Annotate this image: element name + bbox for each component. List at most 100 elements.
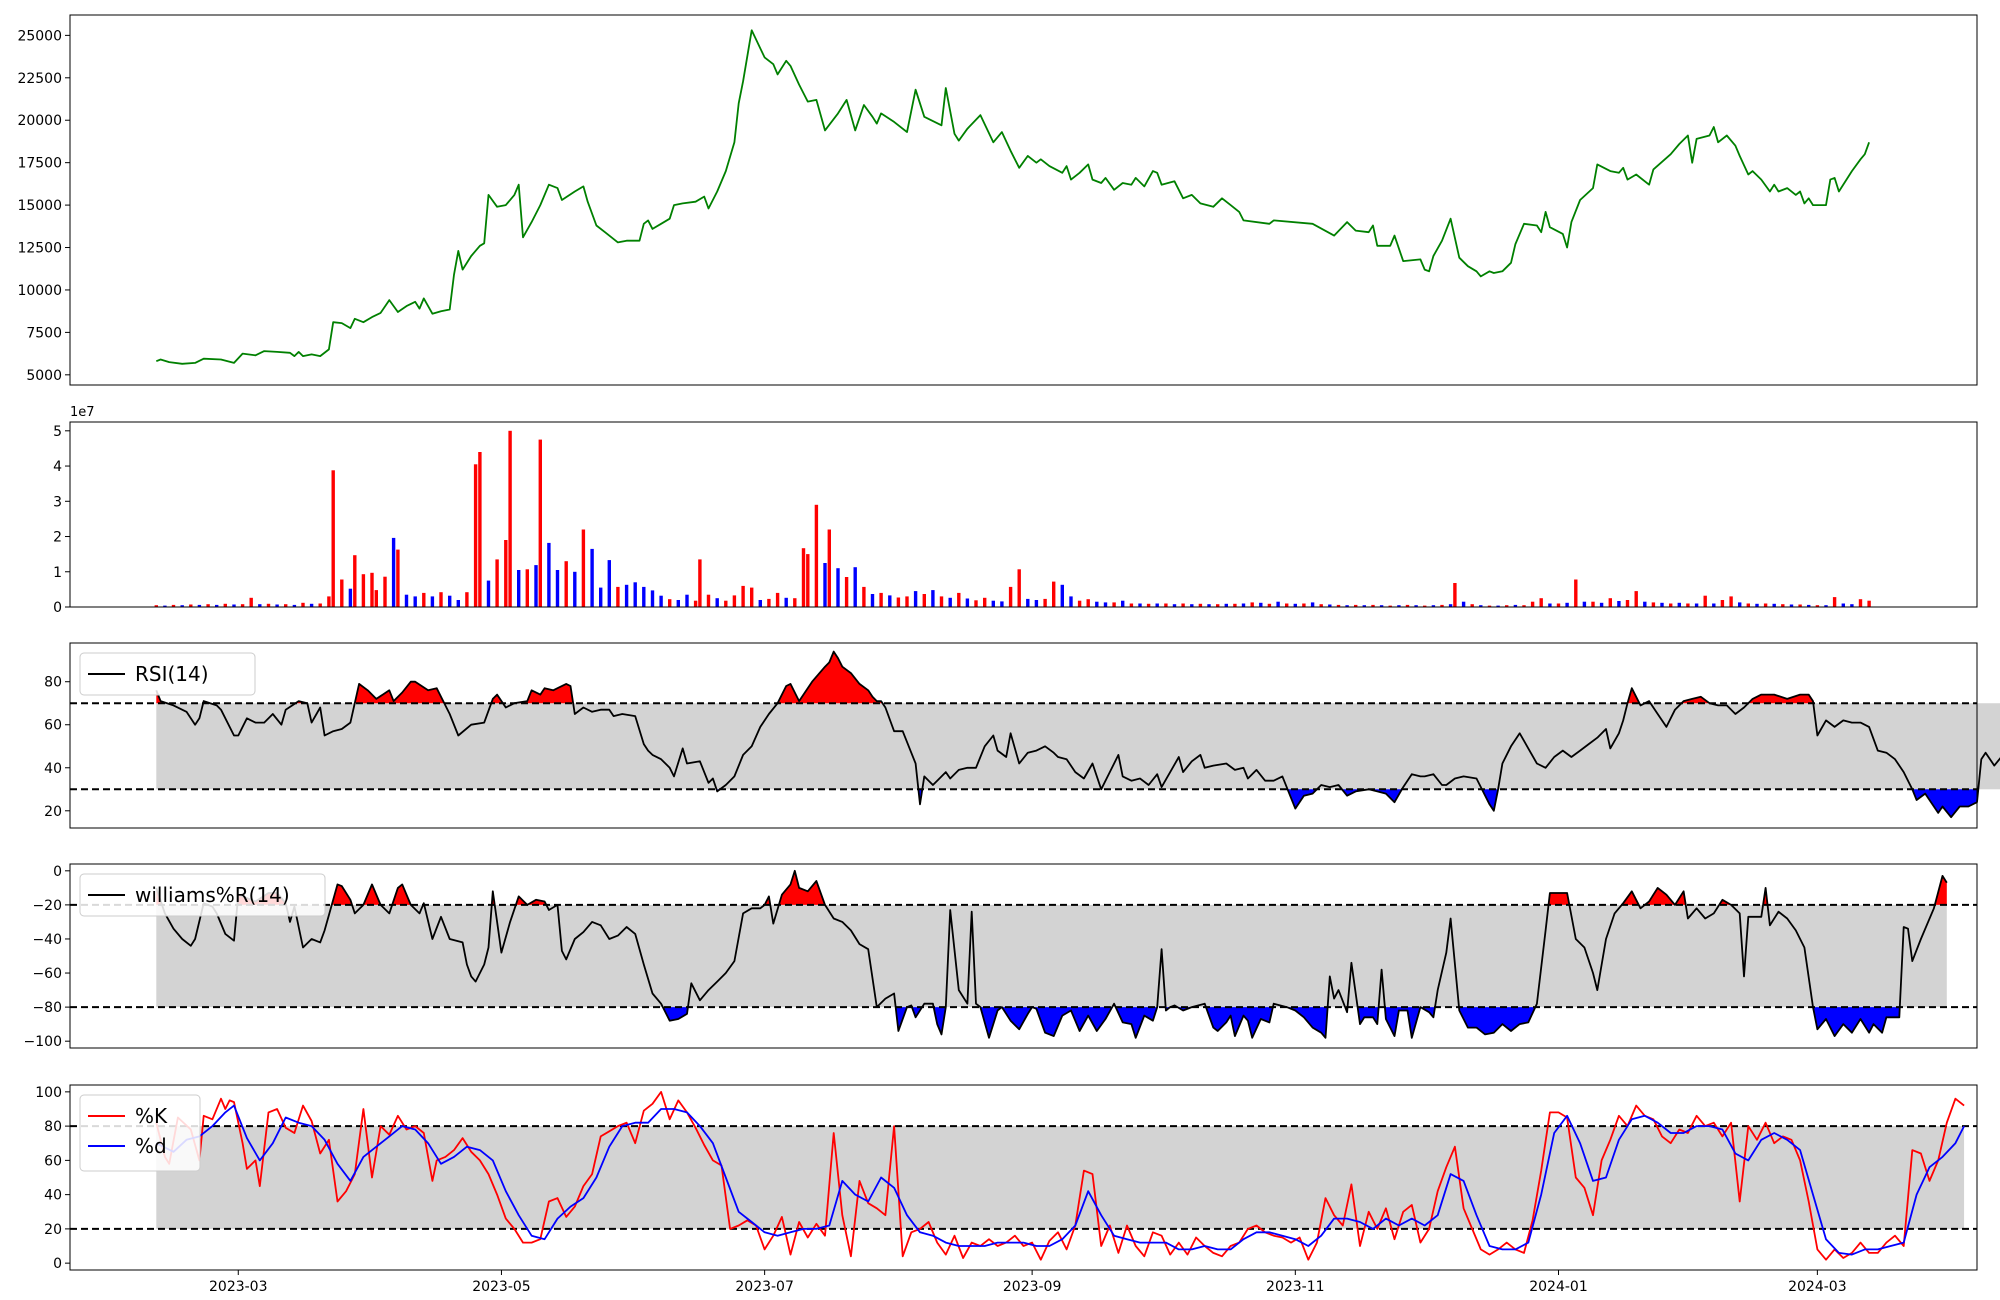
threshold-band (156, 1126, 1965, 1229)
volume-bar (1867, 600, 1871, 607)
y-tick-label: 0 (53, 864, 62, 880)
volume-bar (1496, 605, 1500, 607)
volume-bar (1371, 604, 1375, 607)
volume-bar (896, 597, 901, 607)
volume-bar (784, 597, 788, 607)
volume-bar (801, 548, 806, 607)
legend: RSI(14) (79, 652, 256, 696)
volume-bar (862, 586, 866, 607)
volume-bar (823, 563, 827, 607)
volume-bar (215, 604, 219, 607)
volume-bar (180, 605, 184, 607)
volume-bar (404, 594, 409, 607)
series-line (155, 1091, 1965, 1261)
volume-bar (814, 504, 819, 607)
volume-bar (1259, 602, 1263, 607)
volume-bar (806, 554, 810, 607)
threshold-band (156, 904, 1947, 1008)
volume-bar (1345, 605, 1349, 607)
volume-bar (266, 603, 271, 607)
volume-bar (465, 592, 469, 607)
volume-bar (1565, 602, 1569, 607)
volume-bar (309, 603, 314, 607)
series-line (155, 1104, 1965, 1256)
volume-bar (1522, 605, 1526, 607)
volume-bar (1440, 604, 1444, 607)
volume-panel: 0 1 2 3 4 5 1e7 (53, 405, 1978, 616)
volume-bar (478, 452, 482, 607)
volume-bar (948, 597, 952, 607)
x-tick-label: 2024-01 (1529, 1279, 1588, 1295)
volume-bar (370, 572, 374, 607)
volume-bar (732, 595, 737, 607)
oversold-area (1458, 1007, 1536, 1035)
volume-bar (1138, 603, 1142, 607)
volume-bar (1738, 602, 1742, 607)
volume-bar (965, 598, 970, 607)
volume-bar (844, 577, 849, 607)
y-tick-label: 20 (44, 804, 62, 820)
volume-bar (301, 602, 305, 607)
volume-bar (430, 596, 435, 607)
volume-bar (767, 598, 771, 607)
volume-bar (1669, 603, 1673, 607)
volume-bar (439, 592, 443, 607)
volume-bar (197, 604, 202, 607)
volume-bar (1832, 597, 1837, 607)
volume-bar (706, 594, 711, 607)
panel-frame (69, 863, 1978, 1049)
panel-frame (69, 642, 1978, 829)
volume-bar (525, 569, 529, 607)
volume-bar (624, 584, 629, 607)
y-tick-label: −100 (24, 1034, 62, 1050)
volume-bar (1241, 603, 1246, 607)
volume-bar (1772, 603, 1776, 607)
williams-r-panel: −100 −80 −60 −40 −20 0 williams%R(14) (24, 863, 1978, 1050)
volume-bar (1712, 603, 1716, 607)
volume-bar (1397, 605, 1401, 607)
volume-bar (361, 574, 366, 607)
volume-bar (391, 537, 396, 607)
volume-bar (1181, 603, 1185, 607)
volume-bar (534, 565, 538, 607)
volume-bar (1362, 605, 1366, 607)
volume-bar (758, 600, 762, 607)
volume-bar (1686, 603, 1690, 607)
x-tick-label: 2024-03 (1788, 1279, 1847, 1295)
overbought-area (1644, 887, 1675, 905)
y-tick-label: 2 (53, 530, 62, 546)
y-tick-label: −80 (32, 1000, 62, 1016)
volume-bar (1505, 605, 1509, 607)
volume-bar (206, 604, 210, 607)
y-tick-label: 5000 (26, 368, 62, 384)
series-line (155, 650, 2000, 819)
volume-bar (693, 600, 698, 607)
volume-bar (698, 559, 702, 607)
y-tick-label: 0 (53, 600, 62, 616)
volume-bar (1155, 603, 1159, 607)
y-tick-label: −20 (32, 898, 62, 914)
volume-bar (1060, 584, 1064, 607)
rsi-panel: 20 40 60 80 RSI(14) (44, 642, 2000, 829)
volume-bar (1293, 603, 1297, 607)
volume-bar (650, 590, 655, 607)
volume-bar (1470, 604, 1474, 607)
volume-bar (1310, 602, 1315, 607)
volume-bar (983, 597, 987, 607)
oversold-area (1368, 789, 1402, 803)
y-tick-label: 20 (44, 1222, 62, 1238)
volume-bar (741, 585, 745, 607)
oversold-area (980, 1007, 1002, 1038)
volume-bar (538, 439, 542, 607)
volume-bar (1461, 601, 1466, 607)
oversold-area (1001, 1007, 1033, 1030)
volume-bar (171, 604, 176, 607)
volume-bar (1453, 583, 1457, 607)
volume-bar (1431, 605, 1436, 607)
volume-bar (1729, 596, 1733, 607)
volume-bar (154, 605, 158, 607)
panel-frame (69, 421, 1978, 608)
volume-bar (1129, 603, 1134, 607)
volume-bar (1043, 598, 1047, 607)
